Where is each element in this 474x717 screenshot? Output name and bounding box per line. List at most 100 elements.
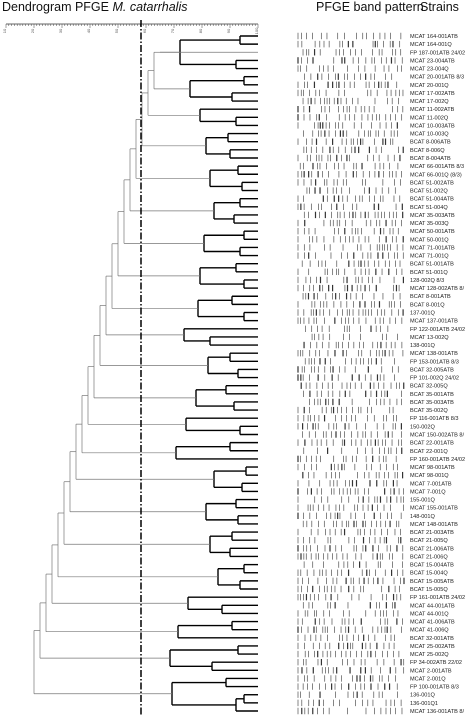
strain-label: BCAT 21-006Q bbox=[410, 554, 448, 560]
strain-label: BCAT 8-001ATB bbox=[410, 294, 451, 300]
band-lane bbox=[297, 439, 402, 446]
band-lane bbox=[297, 537, 402, 544]
band-lane bbox=[297, 179, 401, 186]
scale-tick-label: 60 bbox=[142, 28, 147, 33]
band-lane bbox=[303, 130, 398, 137]
band-lane bbox=[297, 317, 403, 324]
scale-tick-label: 30 bbox=[58, 28, 63, 33]
strain-label: MCAT 17-002ATB bbox=[410, 91, 455, 97]
strain-label: FP 101-002Q 24/02 bbox=[410, 376, 459, 382]
dendrogram-title: Dendrogram PFGE M. catarrhalis bbox=[2, 0, 188, 14]
band-lane bbox=[297, 659, 405, 666]
scale-tick-label: 50 bbox=[114, 28, 119, 33]
band-lane bbox=[302, 293, 401, 300]
band-lane bbox=[303, 341, 403, 349]
strain-label: BCAT 51-004Q bbox=[410, 205, 448, 211]
strain-label: MCAT 164-001Q bbox=[410, 42, 452, 48]
strain-label: MCAT 71-001ATB bbox=[410, 245, 455, 251]
band-lane bbox=[297, 309, 404, 316]
band-lane bbox=[297, 463, 398, 471]
band-lane bbox=[297, 585, 400, 593]
strain-label: MCAT 41-006Q bbox=[410, 628, 449, 634]
strain-label: 128-002Q 8/3 bbox=[410, 278, 444, 284]
band-lane bbox=[297, 553, 404, 560]
band-lane bbox=[297, 171, 402, 178]
strain-label: FP 187-001ATB 24/02 bbox=[410, 50, 465, 56]
strain-label: FP 100-001ATB 8/3 bbox=[410, 685, 459, 691]
strain-label: 137-001Q bbox=[410, 311, 436, 317]
band-lane bbox=[297, 40, 401, 48]
strain-label: MCAT 150-002ATB 8/ bbox=[410, 432, 465, 438]
scale-tick-label: 90 bbox=[226, 28, 231, 33]
strain-label: MCAT 11-002Q bbox=[410, 115, 449, 121]
strain-label: 155-001Q bbox=[410, 498, 436, 504]
strain-label: BCAT 15-005Q bbox=[410, 587, 448, 593]
band-lane bbox=[311, 333, 398, 341]
scale-tick-label: 80 bbox=[198, 28, 203, 33]
strain-label: MCAT 25-002Q bbox=[410, 652, 449, 658]
strain-label: BCAT 8-006ATB bbox=[410, 140, 451, 146]
band-lane bbox=[297, 81, 398, 88]
strain-label: BCAT 51-004ATB bbox=[410, 197, 454, 203]
band-lane bbox=[297, 252, 404, 259]
band-lane bbox=[297, 406, 394, 414]
band-lane bbox=[302, 520, 400, 528]
band-lane bbox=[297, 577, 405, 585]
strain-label: FP 116-001ATB 8/3 bbox=[410, 416, 459, 422]
band-lane bbox=[302, 431, 402, 438]
band-lane bbox=[297, 488, 404, 495]
strain-label: MCAT 2-001ATB bbox=[410, 668, 452, 674]
strain-label: MCAT 13-002Q bbox=[410, 335, 449, 341]
band-lane bbox=[297, 593, 402, 601]
strain-label: BCAT 35-002Q bbox=[410, 408, 448, 414]
strain-label: MCAT 155-001ATB bbox=[410, 506, 458, 512]
band-lane bbox=[297, 480, 398, 487]
strain-label: 136-001Q1 bbox=[410, 701, 438, 707]
band-lane bbox=[297, 675, 396, 682]
band-lane bbox=[297, 569, 404, 576]
band-lane bbox=[302, 49, 402, 56]
strains-heading: Strains bbox=[420, 0, 459, 14]
strain-label: BCAT 21-003ATB bbox=[410, 530, 454, 536]
strain-label: BCAT 15-005ATB bbox=[410, 579, 454, 585]
band-lane bbox=[297, 57, 403, 64]
title-prefix: Dendrogram PFGE bbox=[2, 0, 113, 14]
band-lane bbox=[297, 349, 404, 357]
strain-label: BCAT 22-001Q bbox=[410, 449, 448, 455]
band-lane bbox=[297, 504, 404, 511]
band-lane bbox=[297, 545, 404, 552]
band-lane bbox=[297, 227, 399, 235]
strain-label: MCAT 137-001ATB bbox=[410, 319, 458, 325]
strain-label: BCAT 32-005Q bbox=[410, 384, 448, 390]
band-lane bbox=[297, 219, 402, 227]
band-lane bbox=[297, 154, 401, 162]
strain-label: MCAT 138-001ATB bbox=[410, 351, 458, 357]
band-lane bbox=[297, 195, 401, 202]
strain-label: BCAT 15-004Q bbox=[410, 571, 448, 577]
band-lane bbox=[303, 146, 404, 154]
band-pattern-heading: PFGE band pattern bbox=[316, 0, 424, 14]
scale-tick-label: 70 bbox=[170, 28, 175, 33]
strain-label: MCAT 10-003Q bbox=[410, 132, 449, 138]
band-lane bbox=[297, 236, 404, 243]
band-lane bbox=[304, 73, 393, 80]
strain-label: 138-001Q bbox=[410, 343, 436, 349]
strain-label: FP 34-002ATB 22/02 bbox=[410, 660, 462, 666]
strain-label: MCAT 2-001Q bbox=[410, 676, 446, 682]
band-lane bbox=[297, 114, 403, 121]
strain-label: BCAT 8-006Q bbox=[410, 148, 445, 154]
band-lane bbox=[302, 471, 404, 479]
band-lane bbox=[297, 415, 397, 422]
strain-label: BCAT 21-006ATB bbox=[410, 546, 454, 552]
band-lane bbox=[302, 97, 399, 105]
strain-label: MCAT 66-001Q (8/3) bbox=[410, 172, 462, 178]
band-lane bbox=[304, 358, 395, 365]
strain-label: BCAT 51-001ATB bbox=[410, 262, 454, 268]
dendrogram-tree bbox=[33, 35, 258, 712]
band-lane bbox=[299, 162, 399, 170]
band-lane bbox=[297, 244, 404, 251]
strain-label: FP 160-001ATB 24/02 bbox=[410, 457, 465, 463]
strain-label: MCAT 17-002Q bbox=[410, 99, 449, 105]
strain-label: BCAT 8-001Q bbox=[410, 302, 445, 308]
